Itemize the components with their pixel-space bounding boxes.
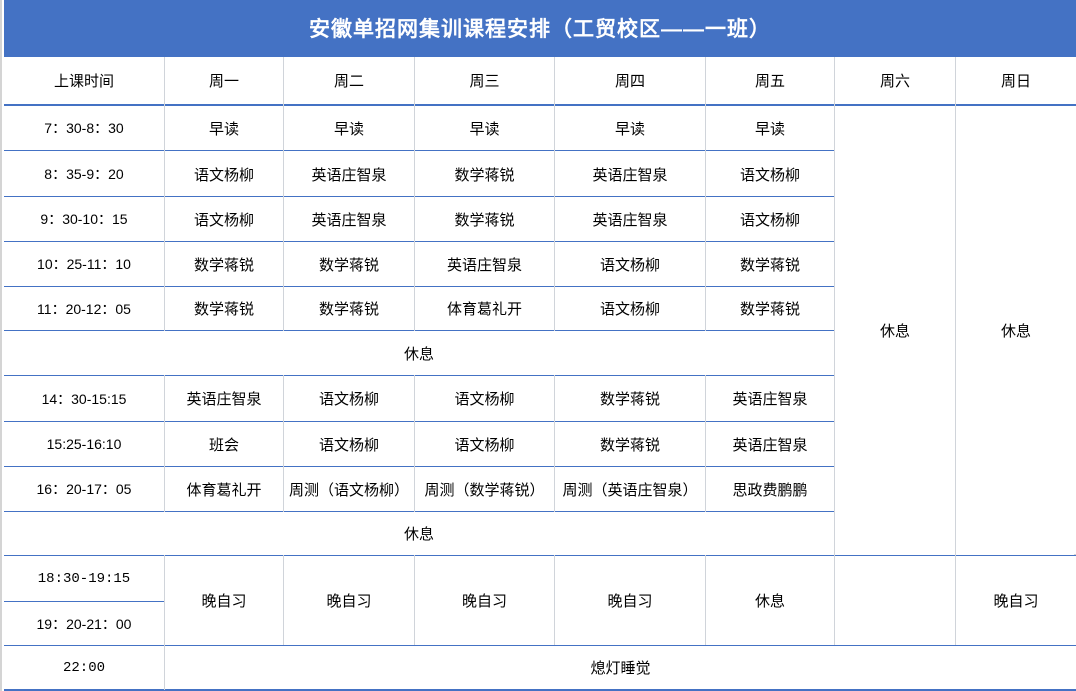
col-sep-sat-sun [955, 57, 956, 645]
cell-fri-evening[interactable]: 休息 [706, 556, 834, 645]
cell-tue-4[interactable]: 数学蒋锐 [284, 242, 414, 286]
cell-tue-3[interactable]: 英语庄智泉 [284, 197, 414, 241]
cell-wed-evening[interactable]: 晚自习 [415, 556, 554, 645]
col-sep-fri-sat [834, 57, 835, 645]
cell-mon-2[interactable]: 语文杨柳 [165, 152, 283, 196]
cell-thu-2[interactable]: 英语庄智泉 [555, 152, 705, 196]
header-time[interactable]: 上课时间 [4, 57, 164, 104]
cell-tue-7[interactable]: 语文杨柳 [284, 422, 414, 466]
header-thursday[interactable]: 周四 [555, 57, 705, 104]
time-row-2[interactable]: 8：35-9：20 [4, 152, 164, 196]
time-evening-second[interactable]: 19：20-21：00 [4, 602, 164, 645]
rule-midday-break-bottom [4, 375, 836, 376]
cell-fri-7[interactable]: 英语庄智泉 [706, 422, 834, 466]
cell-mon-3[interactable]: 语文杨柳 [165, 197, 283, 241]
header-monday[interactable]: 周一 [165, 57, 283, 104]
header-wednesday[interactable]: 周三 [415, 57, 554, 104]
cell-tue-evening[interactable]: 晚自习 [284, 556, 414, 645]
cell-thu-4[interactable]: 语文杨柳 [555, 242, 705, 286]
cell-wed-6[interactable]: 语文杨柳 [415, 376, 554, 421]
time-row-3[interactable]: 9：30-10：15 [4, 197, 164, 241]
cell-fri-3[interactable]: 语文杨柳 [706, 197, 834, 241]
rule-r5 [4, 330, 836, 331]
cell-fri-4[interactable]: 数学蒋锐 [706, 242, 834, 286]
cell-wed-2[interactable]: 数学蒋锐 [415, 152, 554, 196]
cell-mon-7[interactable]: 班会 [165, 422, 283, 466]
cell-wed-1[interactable]: 早读 [415, 106, 554, 150]
header-tuesday[interactable]: 周二 [284, 57, 414, 104]
header-sunday[interactable]: 周日 [956, 57, 1076, 104]
header-saturday[interactable]: 周六 [835, 57, 955, 104]
cell-tue-1[interactable]: 早读 [284, 106, 414, 150]
cell-thu-evening[interactable]: 晚自习 [555, 556, 705, 645]
cell-mon-evening[interactable]: 晚自习 [165, 556, 283, 645]
cell-fri-2[interactable]: 语文杨柳 [706, 152, 834, 196]
rule-r1 [4, 150, 836, 151]
cell-tue-6[interactable]: 语文杨柳 [284, 376, 414, 421]
cell-fri-5[interactable]: 数学蒋锐 [706, 287, 834, 330]
rule-header-bottom [4, 104, 1076, 106]
cell-thu-3[interactable]: 英语庄智泉 [555, 197, 705, 241]
cell-thu-1[interactable]: 早读 [555, 106, 705, 150]
cell-sun-evening[interactable]: 晚自习 [956, 556, 1076, 645]
cell-saturday-rest[interactable]: 休息 [835, 106, 955, 555]
cell-tue-5[interactable]: 数学蒋锐 [284, 287, 414, 330]
time-row-4[interactable]: 10：25-11：10 [4, 242, 164, 286]
evening-break-row[interactable]: 休息 [4, 512, 834, 555]
cell-mon-5[interactable]: 数学蒋锐 [165, 287, 283, 330]
cell-mon-8[interactable]: 体育葛礼开 [165, 467, 283, 511]
cell-wed-3[interactable]: 数学蒋锐 [415, 197, 554, 241]
rule-r4 [4, 286, 836, 287]
rule-r3 [4, 241, 836, 242]
cell-thu-8[interactable]: 周测（英语庄智泉） [555, 467, 705, 511]
cell-thu-7[interactable]: 数学蒋锐 [555, 422, 705, 466]
rule-evening-split [4, 601, 166, 602]
cell-sat-evening[interactable] [835, 556, 955, 645]
cell-fri-6[interactable]: 英语庄智泉 [706, 376, 834, 421]
time-row-8[interactable]: 16：20-17：05 [4, 467, 164, 511]
rule-r6 [4, 421, 836, 422]
cell-mon-1[interactable]: 早读 [165, 106, 283, 150]
rule-r2 [4, 196, 836, 197]
time-evening-first[interactable]: 18:30-19:15 [4, 556, 164, 601]
rule-sheet-bottom [4, 689, 1076, 691]
midday-break-row[interactable]: 休息 [4, 331, 834, 375]
cell-wed-5[interactable]: 体育葛礼开 [415, 287, 554, 330]
cell-fri-1[interactable]: 早读 [706, 106, 834, 150]
cell-thu-5[interactable]: 语文杨柳 [555, 287, 705, 330]
time-row-6[interactable]: 14：30-15:15 [4, 376, 164, 421]
cell-tue-2[interactable]: 英语庄智泉 [284, 152, 414, 196]
cell-mon-4[interactable]: 数学蒋锐 [165, 242, 283, 286]
cell-fri-8[interactable]: 思政费鹏鹏 [706, 467, 834, 511]
time-row-5[interactable]: 11：20-12：05 [4, 287, 164, 330]
time-row-1[interactable]: 7：30-8：30 [4, 106, 164, 150]
cell-wed-8[interactable]: 周测（数学蒋锐） [415, 467, 554, 511]
cell-wed-4[interactable]: 英语庄智泉 [415, 242, 554, 286]
cell-lights-out[interactable]: 熄灯睡觉 [165, 646, 1076, 689]
cell-wed-7[interactable]: 语文杨柳 [415, 422, 554, 466]
rule-r7 [4, 466, 836, 467]
header-friday[interactable]: 周五 [706, 57, 834, 104]
cell-mon-6[interactable]: 英语庄智泉 [165, 376, 283, 421]
sheet-title: 安徽单招网集训课程安排（工贸校区——一班） [4, 0, 1076, 56]
time-row-7[interactable]: 15:25-16:10 [4, 422, 164, 466]
rule-r8 [4, 511, 836, 512]
time-lights-out[interactable]: 22:00 [4, 646, 164, 689]
cell-thu-6[interactable]: 数学蒋锐 [555, 376, 705, 421]
cell-tue-8[interactable]: 周测（语文杨柳） [284, 467, 414, 511]
cell-sunday-rest[interactable]: 休息 [956, 106, 1076, 554]
